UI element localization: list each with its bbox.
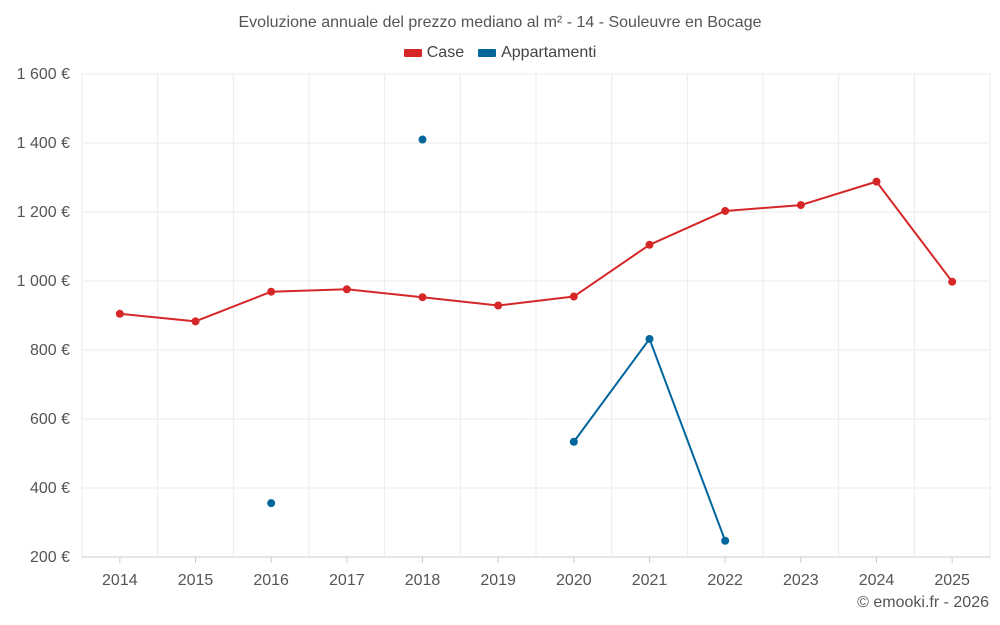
data-point-appartamenti: [569, 437, 578, 446]
x-tick-label: 2020: [556, 572, 592, 589]
data-point-case: [115, 309, 124, 318]
series-line-case: [119, 180, 953, 323]
data-point-case: [418, 293, 427, 302]
legend: Case Appartamenti: [0, 44, 1000, 62]
data-point-case: [721, 206, 730, 215]
x-tick-label: 2014: [102, 572, 138, 589]
data-point-case: [569, 292, 578, 301]
legend-item-appartamenti[interactable]: Appartamenti: [478, 44, 596, 62]
chart-title: Evoluzione annuale del prezzo mediano al…: [238, 14, 762, 31]
x-tick-label: 2015: [178, 572, 214, 589]
y-tick-label: 800 €: [30, 342, 70, 359]
y-tick-label: 200 €: [30, 549, 70, 566]
data-point-case: [267, 287, 276, 296]
series-line-appartamenti: [573, 337, 727, 542]
data-point-case: [494, 301, 503, 310]
data-point-appartamenti: [645, 334, 654, 343]
y-tick-label: 1 400 €: [17, 135, 70, 152]
y-tick-label: 1 600 €: [17, 66, 70, 83]
data-point-case: [342, 285, 351, 294]
legend-swatch-case: [403, 49, 422, 57]
data-point-appartamenti: [267, 499, 276, 508]
x-tick-label: 2017: [329, 572, 365, 589]
legend-item-case[interactable]: Case: [403, 44, 465, 62]
y-tick-label: 400 €: [30, 480, 70, 497]
data-point-case: [872, 177, 881, 186]
x-tick-label: 2023: [783, 572, 819, 589]
legend-swatch-appartamenti: [478, 49, 497, 57]
data-point-case: [796, 201, 805, 210]
data-point-case: [645, 240, 654, 249]
legend-label-appartamenti: Appartamenti: [501, 44, 597, 61]
x-tick-label: 2019: [480, 572, 516, 589]
x-tick-label: 2024: [859, 572, 895, 589]
x-tick-label: 2025: [934, 572, 970, 589]
x-tick-label: 2018: [405, 572, 441, 589]
y-tick-label: 1 000 €: [17, 273, 70, 290]
data-point-appartamenti: [418, 135, 427, 144]
credit-text: © emooki.fr - 2026: [857, 594, 989, 611]
data-point-case: [948, 277, 957, 286]
x-tick-label: 2022: [707, 572, 743, 589]
x-tick-label: 2016: [253, 572, 289, 589]
data-point-appartamenti: [721, 536, 730, 545]
x-tick-label: 2021: [632, 572, 668, 589]
y-tick-label: 1 200 €: [17, 204, 70, 221]
legend-label-case: Case: [426, 44, 465, 61]
data-point-case: [191, 317, 200, 326]
y-tick-label: 600 €: [30, 411, 70, 428]
